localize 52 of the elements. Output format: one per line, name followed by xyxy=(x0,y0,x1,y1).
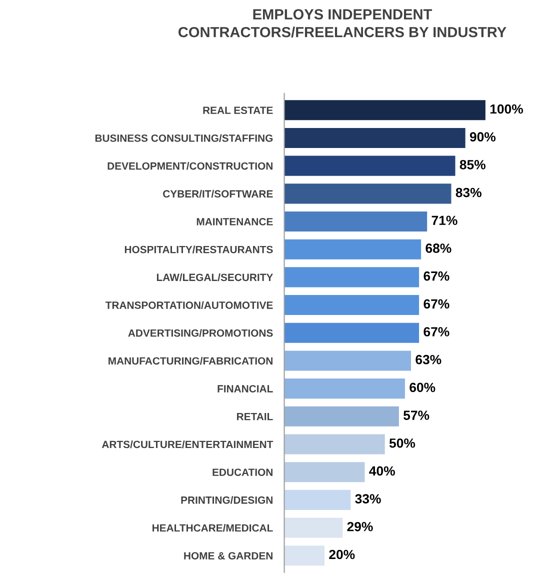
y-tick-label: HOSPITALITY/RESTAURANTS xyxy=(124,246,273,254)
bar xyxy=(284,156,456,176)
data-label: 85% xyxy=(460,160,486,170)
data-label: 67% xyxy=(424,299,450,309)
y-tick-label: MANUFACTURING/FABRICATION xyxy=(108,356,272,365)
data-label: 90% xyxy=(470,132,496,142)
data-label: 100% xyxy=(490,104,523,114)
y-tick-label: DEVELOPMENT/CONSTRUCTION xyxy=(108,162,272,170)
bar xyxy=(284,406,399,426)
y-tick-label: FINANCIAL xyxy=(218,385,273,392)
y-tick-label: MAINTENANCE xyxy=(196,218,273,226)
data-label: 40% xyxy=(369,466,395,476)
data-label: 33% xyxy=(355,494,381,504)
bar xyxy=(284,490,351,510)
bar xyxy=(284,128,466,148)
y-tick-label: TRANSPORTATION/AUTOMOTIVE xyxy=(105,301,273,310)
y-tick-label: PRINTING/DESIGN xyxy=(181,496,272,504)
data-label: 57% xyxy=(404,410,430,420)
data-label: 20% xyxy=(329,550,355,560)
y-tick-label: ARTS/CULTURE/ENTERTAINMENT xyxy=(102,440,274,448)
bar xyxy=(284,211,428,232)
y-tick-label: RETAIL xyxy=(237,413,273,420)
data-label: 83% xyxy=(456,188,482,198)
y-tick-label: CYBER/IT/SOFTWARE xyxy=(163,190,273,198)
bar xyxy=(284,239,422,260)
bar xyxy=(284,518,343,538)
y-tick-label: REAL ESTATE xyxy=(203,106,273,114)
y-tick-label: ADVERTISING/PROMOTIONS xyxy=(128,329,273,337)
y-tick-label: EDUCATION xyxy=(212,468,272,476)
bar xyxy=(284,322,420,343)
data-label: 68% xyxy=(426,244,452,253)
data-label: 67% xyxy=(424,327,450,336)
data-label: 63% xyxy=(416,354,442,364)
y-tick-label: BUSINESS CONSULTING/STAFFING xyxy=(95,134,273,142)
data-label: 29% xyxy=(347,522,373,532)
data-label: 60% xyxy=(410,382,436,392)
data-label: 50% xyxy=(389,438,416,448)
data-label: 67% xyxy=(424,271,450,281)
bar xyxy=(284,378,405,399)
y-tick-label: HEALTHCARE/MEDICAL xyxy=(152,524,273,532)
data-label: 71% xyxy=(432,216,458,226)
bar xyxy=(284,462,365,482)
bar xyxy=(284,100,486,120)
bar xyxy=(284,295,420,316)
bar xyxy=(284,184,452,204)
chart-title: EMPLOYS INDEPENDENT CONTRACTORS/FREELANCERS BY INDUSTRY xyxy=(178,9,506,38)
bar xyxy=(284,267,420,288)
y-tick-label: HOME & GARDEN xyxy=(184,552,272,560)
bar xyxy=(284,546,325,566)
y-tick-label: LAW/LEGAL/SECURITY xyxy=(156,273,273,282)
bar xyxy=(284,350,412,371)
bar xyxy=(284,434,385,454)
